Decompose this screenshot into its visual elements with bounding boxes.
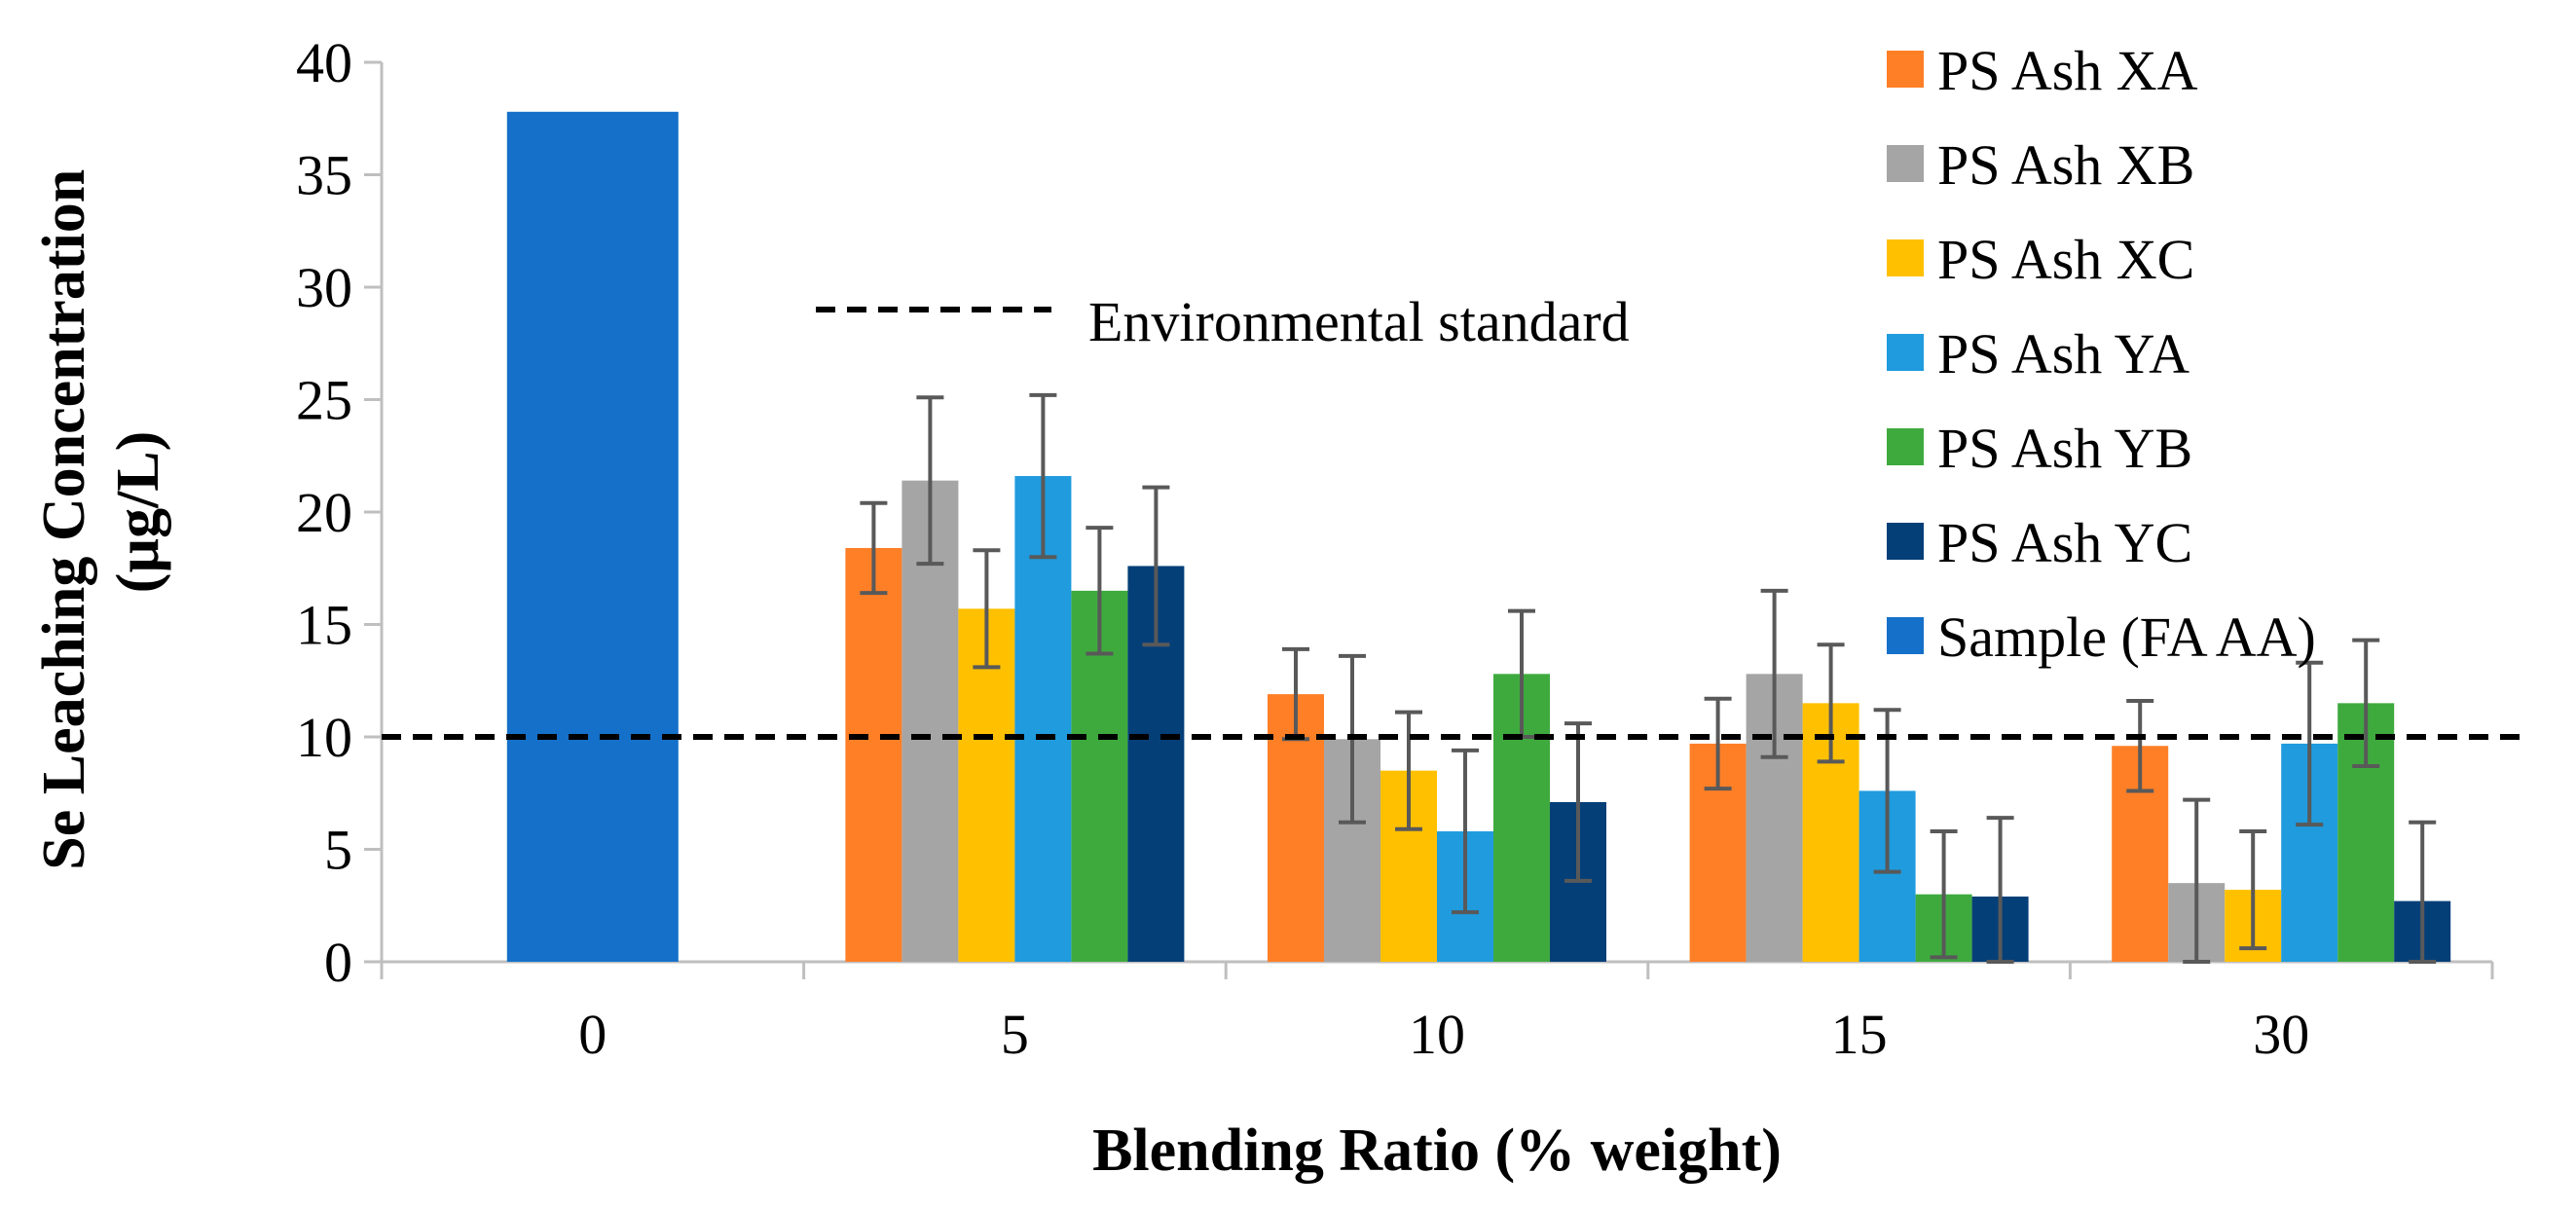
x-tick-label: 0 [578,1003,607,1066]
legend-label-ps-ash-xb: PS Ash XB [1937,133,2194,197]
y-tick-label: 5 [324,819,352,882]
y-tick-label: 15 [296,594,352,657]
x-axis: 0 5 10 15 30 [380,960,2494,1066]
y-axis-title-line-2: (µg/L) [105,431,171,594]
y-tick-label: 40 [296,31,352,94]
y-axis-title: Se Leaching Concentration (µg/L) [31,154,171,869]
y-tick-label: 30 [296,256,352,319]
x-tick-label: 5 [1001,1003,1029,1066]
legend-label-sample-fa-aa: Sample (FA AA) [1937,605,2316,669]
legend-label-ps-ash-xa: PS Ash XA [1937,39,2198,102]
bar-sample-fa-aa [506,111,679,962]
legend-label-ps-ash-ya: PS Ash YA [1937,322,2190,385]
legend-swatch-ps-ash-yb [1887,428,1924,465]
legend: PS Ash XA PS Ash XB PS Ash XC PS Ash YA PS A… [1887,39,2316,669]
legend-swatch-ps-ash-yc [1887,523,1924,560]
legend-swatch-sample-fa-aa [1887,617,1924,654]
y-axis: 0 5 10 15 20 25 30 35 40 [296,31,384,994]
y-tick-label: 25 [296,369,352,432]
legend-swatch-ps-ash-ya [1887,334,1924,371]
legend-swatch-ps-ash-xb [1887,145,1924,182]
legend-label-ps-ash-yc: PS Ash YC [1937,511,2192,574]
reference-legend-label: Environmental standard [1088,290,1630,353]
legend-label-ps-ash-yb: PS Ash YB [1937,417,2192,480]
error-bars [860,392,2437,964]
x-axis-title: Blending Ratio (% weight) [1092,1118,1782,1184]
x-tick-label: 30 [2253,1003,2309,1066]
bar-ps-ash-xa [845,547,902,962]
legend-swatch-ps-ash-xa [1887,51,1924,88]
y-tick-label: 0 [324,931,352,994]
y-axis-title-line-1: Se Leaching Concentration [31,169,97,870]
y-tick-label: 35 [296,144,352,207]
legend-swatch-ps-ash-xc [1887,239,1924,276]
legend-label-ps-ash-xc: PS Ash XC [1937,228,2194,291]
reference-line-legend: Environmental standard [816,290,1630,353]
x-tick-label: 15 [1831,1003,1888,1066]
y-tick-label: 20 [296,481,352,544]
y-tick-label: 10 [296,706,352,769]
x-tick-label: 10 [1409,1003,1465,1066]
